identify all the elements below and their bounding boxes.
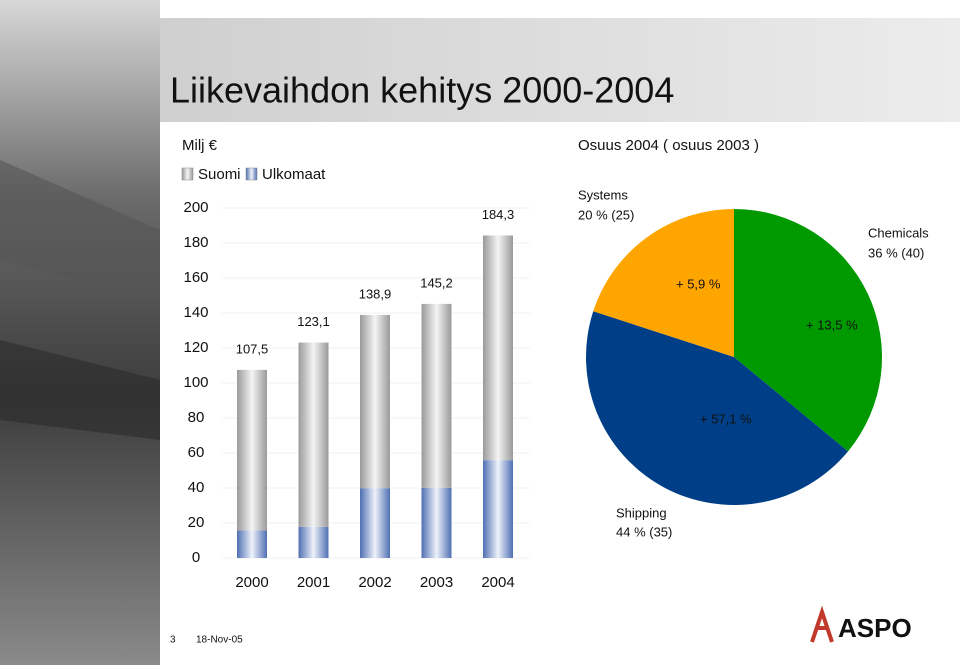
slice-value: 36 % (40) [868, 245, 924, 260]
title-banner [160, 18, 960, 122]
y-tick-label: 20 [188, 514, 205, 531]
slice-value: 20 % (25) [578, 207, 634, 222]
x-tick-label: 2001 [297, 574, 330, 591]
page-number: 3 [170, 635, 176, 646]
y-tick-label: 140 [183, 304, 208, 321]
pie-slice [586, 311, 849, 505]
y-tick-label: 40 [188, 479, 205, 496]
y-tick-label: 100 [183, 374, 208, 391]
bar-segment [298, 342, 329, 527]
pie-slice [734, 209, 882, 452]
logo-icon [810, 605, 834, 643]
slice-growth: + 13,5 % [806, 317, 858, 332]
logo: ASPO [838, 613, 912, 643]
x-tick-label: 2000 [235, 574, 268, 591]
y-tick-label: 160 [183, 269, 208, 286]
total-label: 138,9 [359, 286, 392, 301]
slide-title: Liikevaihdon kehitys 2000-2004 [170, 70, 674, 111]
total-label: 123,1 [297, 314, 330, 329]
bar-segment [483, 235, 513, 461]
total-label: 145,2 [420, 275, 453, 290]
photo-shape [0, 340, 160, 440]
y-tick-label: 180 [183, 234, 208, 251]
total-label: 107,5 [236, 341, 269, 356]
legend-label: Ulkomaat [262, 166, 326, 183]
y-tick-label: 0 [192, 549, 200, 566]
bar-segment [483, 460, 513, 558]
slice-name: Chemicals [868, 225, 929, 240]
y-tick-label: 60 [188, 444, 205, 461]
pie-slice [593, 209, 734, 357]
legend-swatch [181, 167, 194, 181]
x-tick-label: 2002 [358, 574, 391, 591]
bar-segment [421, 303, 452, 488]
date: 18-Nov-05 [196, 635, 243, 646]
y-tick-label: 120 [183, 339, 208, 356]
x-tick-label: 2004 [481, 574, 514, 591]
bar-segment [298, 526, 329, 558]
bar-segment [360, 314, 390, 489]
y-axis-label: Milj € [182, 137, 218, 154]
legend-label: Suomi [198, 166, 241, 183]
photo-strip [0, 0, 160, 665]
slice-growth: + 5,9 % [676, 276, 721, 291]
y-tick-label: 200 [183, 199, 208, 216]
legend-swatch [245, 167, 258, 181]
total-label: 184,3 [482, 207, 515, 222]
bar-segment [360, 488, 390, 558]
x-tick-label: 2003 [420, 574, 453, 591]
pie-title: Osuus 2004 ( osuus 2003 ) [578, 137, 759, 154]
bar-segment [421, 487, 452, 558]
bar-segment [237, 369, 267, 531]
y-tick-label: 80 [188, 409, 205, 426]
slice-value: 44 % (35) [616, 524, 672, 539]
slice-growth: + 57,1 % [700, 411, 752, 426]
bar-segment [237, 530, 267, 558]
slice-name: Shipping [616, 505, 667, 520]
slice-name: Systems [578, 187, 628, 202]
photo-shape [0, 160, 160, 300]
